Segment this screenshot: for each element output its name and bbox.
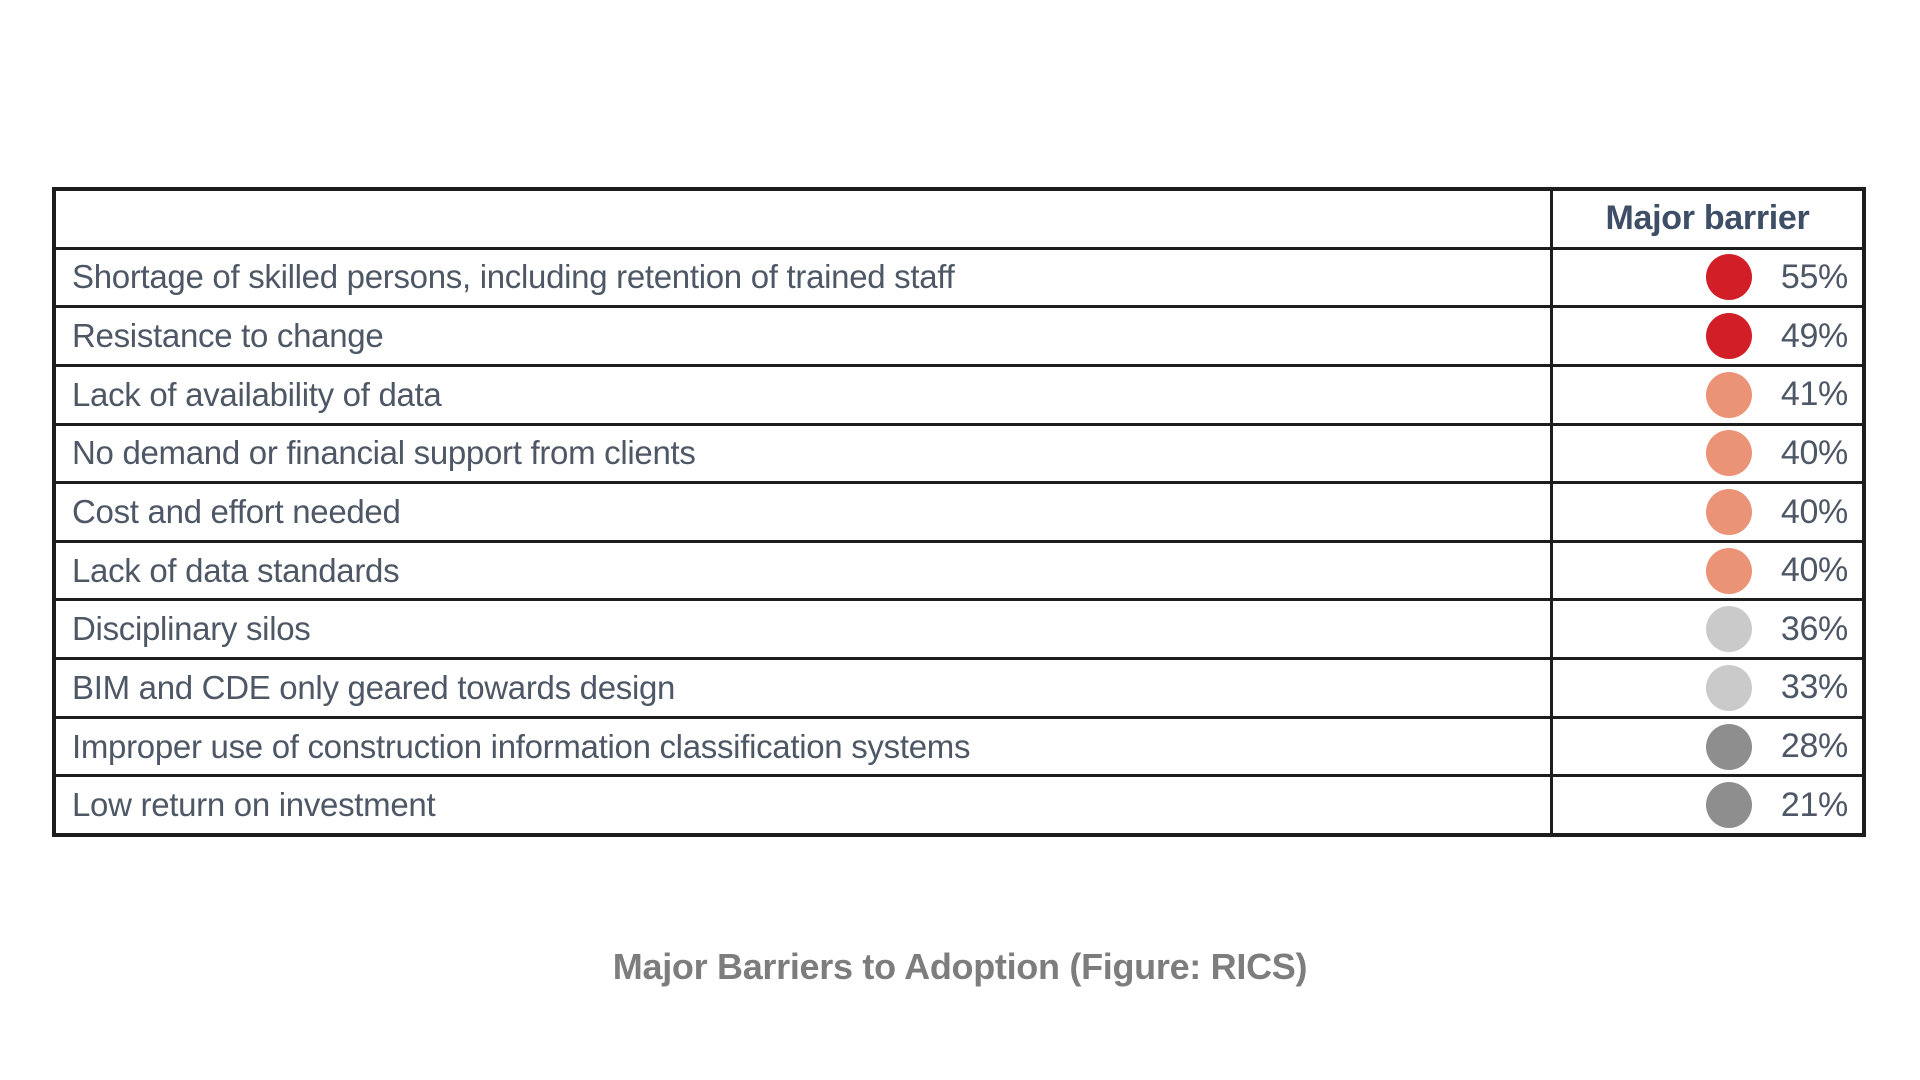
barrier-value-cell: 36% <box>1550 601 1862 658</box>
barrier-percentage: 21% <box>1780 785 1848 824</box>
barrier-percentage: 49% <box>1780 316 1848 355</box>
barrier-label: Lack of data standards <box>72 551 400 589</box>
table-row: Shortage of skilled persons, including r… <box>56 249 1862 309</box>
barrier-value-cell: 49% <box>1550 308 1862 364</box>
table-row: Low return on investment 21% <box>56 777 1862 834</box>
barrier-label: BIM and CDE only geared towards design <box>72 668 676 706</box>
barrier-value-cell: 40% <box>1550 484 1862 540</box>
barrier-value-cell: 33% <box>1550 660 1862 716</box>
severity-dot-icon <box>1706 313 1752 360</box>
table-header-row: Major barrier <box>56 191 1862 250</box>
barrier-label: Low return on investment <box>72 786 436 824</box>
barrier-label: No demand or financial support from clie… <box>72 434 696 472</box>
table-row: Disciplinary silos 36% <box>56 601 1862 661</box>
barrier-label: Improper use of construction information… <box>72 727 971 765</box>
barrier-value-cell: 28% <box>1550 718 1862 775</box>
barrier-value-cell: 41% <box>1550 366 1862 423</box>
table-row: Cost and effort needed 40% <box>56 484 1862 543</box>
severity-dot-icon <box>1706 664 1752 711</box>
barrier-percentage: 33% <box>1780 668 1848 707</box>
severity-dot-icon <box>1706 371 1752 418</box>
barrier-percentage: 40% <box>1780 492 1848 531</box>
barrier-percentage: 40% <box>1780 433 1848 472</box>
table-row: BIM and CDE only geared towards design 3… <box>56 660 1862 719</box>
barrier-percentage: 28% <box>1780 727 1848 766</box>
severity-dot-icon <box>1706 489 1752 536</box>
table-row: Lack of data standards 40% <box>56 542 1862 602</box>
figure-caption: Major Barriers to Adoption (Figure: RICS… <box>612 946 1308 987</box>
major-barrier-header: Major barrier <box>1605 199 1810 238</box>
barrier-label: Resistance to change <box>72 317 384 355</box>
severity-dot-icon <box>1706 254 1752 301</box>
table-row: Lack of availability of data 41% <box>56 366 1862 426</box>
barrier-label: Disciplinary silos <box>72 610 311 648</box>
header-major-barrier-cell: Major barrier <box>1550 191 1862 247</box>
barrier-percentage: 55% <box>1780 257 1848 296</box>
header-empty-cell <box>56 191 1550 247</box>
table-row: Resistance to change 49% <box>56 308 1862 367</box>
table-row: No demand or financial support from clie… <box>56 425 1862 485</box>
severity-dot-icon <box>1706 723 1752 770</box>
barrier-value-cell: 40% <box>1550 542 1862 599</box>
barrier-percentage: 40% <box>1780 551 1848 590</box>
severity-dot-icon <box>1706 606 1752 653</box>
severity-dot-icon <box>1706 547 1752 594</box>
table-row: Improper use of construction information… <box>56 718 1862 778</box>
severity-dot-icon <box>1706 782 1752 829</box>
barrier-label: Cost and effort needed <box>72 493 401 531</box>
barrier-value-cell: 21% <box>1550 777 1862 834</box>
barrier-percentage: 41% <box>1780 375 1848 414</box>
barriers-table: Major barrier Shortage of skilled person… <box>52 187 1866 837</box>
barrier-percentage: 36% <box>1780 609 1848 648</box>
barrier-label: Lack of availability of data <box>72 375 442 413</box>
barrier-label: Shortage of skilled persons, including r… <box>72 258 955 296</box>
barrier-value-cell: 40% <box>1550 425 1862 482</box>
severity-dot-icon <box>1706 430 1752 477</box>
barrier-value-cell: 55% <box>1550 249 1862 306</box>
